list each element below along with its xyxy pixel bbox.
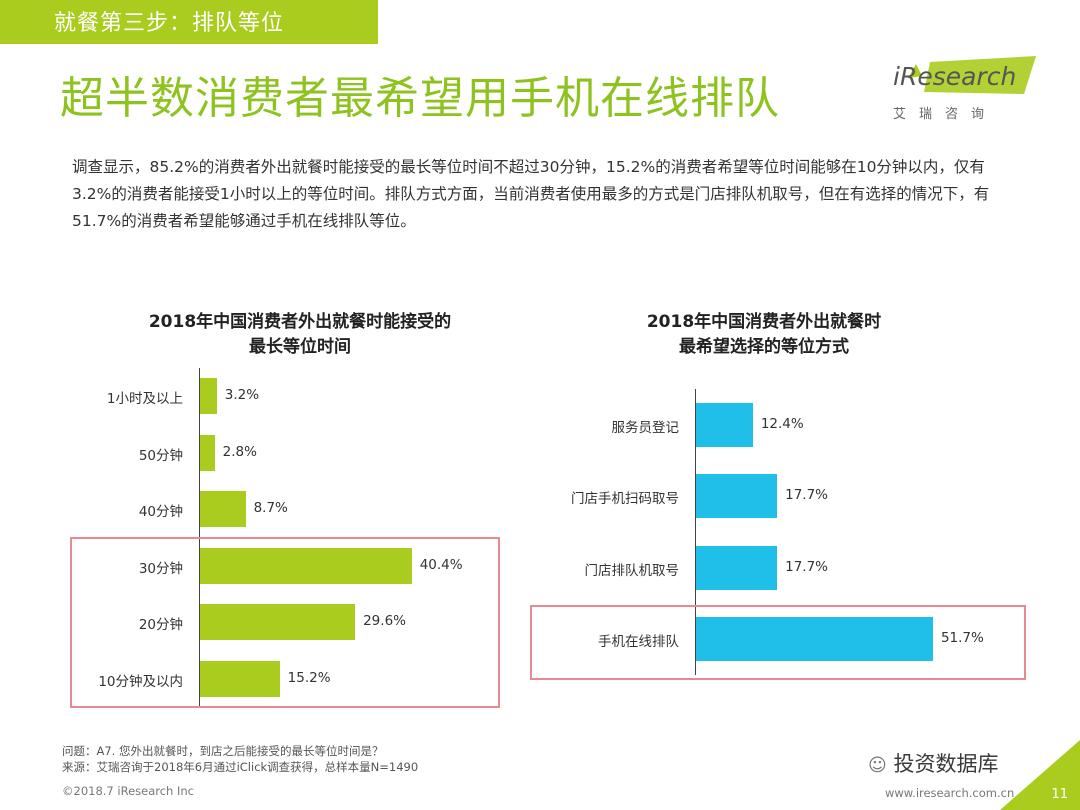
chart2-bar: [696, 474, 778, 519]
chart2-title-line1: 2018年中国消费者外出就餐时: [646, 312, 882, 332]
chart1-category-label: 1小时及以上: [106, 391, 183, 408]
logo-subtitle: 艾瑞咨询: [893, 107, 998, 122]
chart1-category-label: 50分钟: [138, 447, 183, 464]
chart1-bar: [200, 434, 215, 471]
logo-text: iResearch: [893, 62, 1017, 91]
chart2-category-label: 门店手机扫码取号: [571, 491, 679, 508]
intro-paragraph: 调查显示，85.2%的消费者外出就餐时能接受的最长等位时间不超过30分钟，15.…: [72, 158, 990, 230]
chart2-title: 2018年中国消费者外出就餐时 最希望选择的等位方式: [524, 310, 1004, 360]
chart1-bar: [200, 378, 217, 415]
chart2-value-label: 17.7%: [785, 487, 829, 504]
chart1-highlight-box: [70, 537, 500, 708]
footnote-question: 问题：A7. 您外出就餐时，到店之后能接受的最长等位时间是？: [62, 744, 384, 758]
chart2-title-line2: 最希望选择的等位方式: [679, 337, 849, 357]
chart1-value-label: 3.2%: [224, 387, 260, 404]
chart2-value-label: 17.7%: [785, 558, 829, 575]
chart2-bar: [696, 545, 778, 590]
chart2-highlight-box: [530, 605, 1026, 680]
chart2-bar: [696, 402, 753, 447]
chart1-title: 2018年中国消费者外出就餐时能接受的 最长等位时间: [60, 310, 540, 360]
watermark-text: 投资数据库: [893, 752, 999, 776]
footnote-source: 来源：艾瑞咨询于2018年6月通过iClick调查获得，总样本量N=1490: [62, 760, 419, 774]
website: www.iresearch.com.cn: [885, 786, 1015, 800]
iresearch-logo: [908, 56, 1036, 94]
watermark: ☺ 投资数据库: [868, 748, 998, 778]
chart2-value-label: 12.4%: [760, 415, 804, 432]
page-number: 11: [1051, 787, 1068, 802]
corner-decoration: [1000, 740, 1080, 810]
chart1-category-label: 40分钟: [138, 504, 183, 521]
page-title: 超半数消费者最希望用手机在线排队: [60, 73, 780, 124]
chart2-category-label: 服务员登记: [611, 419, 680, 436]
chart1-bar: [200, 491, 246, 528]
chart2-category-label: 门店排队机取号: [584, 562, 680, 579]
chart1-title-line2: 最长等位时间: [249, 337, 351, 357]
step-label: 就餐第三步：排队等位: [54, 11, 285, 36]
chart1-title-line1: 2018年中国消费者外出就餐时能接受的: [148, 312, 452, 332]
step-banner: [0, 0, 378, 44]
chart1-value-label: 2.8%: [222, 443, 257, 460]
chart1-value-label: 8.7%: [253, 500, 288, 517]
wechat-icon: ☺: [868, 755, 887, 776]
copyright: ©2018.7 iResearch Inc: [62, 784, 194, 798]
